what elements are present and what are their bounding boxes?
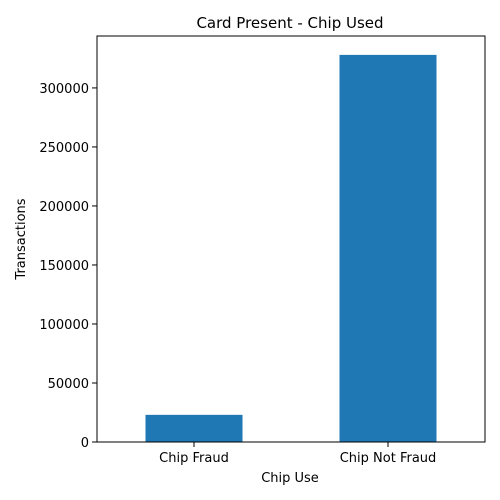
y-axis-label: Transactions — [14, 198, 29, 280]
plot-frame — [96, 35, 486, 443]
y-tick-label: 300000 — [39, 82, 89, 97]
x-axis-ticks: Chip Fraud Chip Not Fraud — [159, 442, 436, 466]
y-tick-label: 100000 — [39, 318, 89, 333]
chart-title: Card Present - Chip Used — [196, 14, 383, 32]
y-tick-label: 150000 — [39, 259, 89, 274]
x-tick-label: Chip Fraud — [159, 451, 229, 466]
plot-area: 0 50000 100000 150000 200000 250000 300000 Chi… — [39, 35, 486, 466]
bar-chip-not-fraud — [339, 54, 437, 442]
y-tick-label: 250000 — [39, 141, 89, 156]
y-tick-label: 0 — [81, 436, 89, 451]
bars — [145, 54, 437, 442]
y-axis-ticks: 0 50000 100000 150000 200000 250000 300000 — [39, 82, 97, 451]
y-tick-label: 50000 — [48, 377, 89, 392]
bar-chip-fraud — [145, 414, 243, 442]
x-axis-label: Chip Use — [261, 471, 319, 486]
x-tick-label: Chip Not Fraud — [340, 451, 437, 466]
y-tick-label: 200000 — [39, 200, 89, 215]
